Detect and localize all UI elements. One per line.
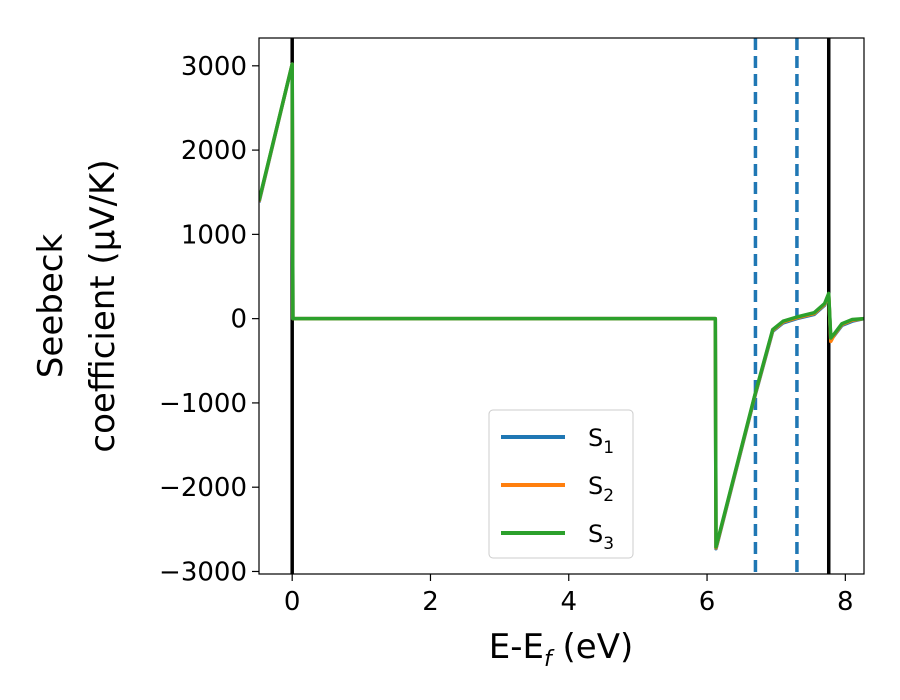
- y-tick-label: −2000: [159, 473, 247, 503]
- y-tick-label: −3000: [159, 557, 247, 587]
- x-axis-label-unit: (eV): [552, 627, 634, 667]
- legend-label-S3: S3: [588, 520, 614, 554]
- x-axis-label-main: E-E: [489, 627, 544, 667]
- x-axis-label-sub: f: [544, 647, 555, 672]
- x-tick-label: 6: [699, 587, 716, 617]
- y-tick-label: 3000: [181, 52, 247, 82]
- x-tick-label: 8: [837, 587, 854, 617]
- plot-frame: [258, 37, 865, 575]
- y-axis-label-line2: coefficient (μV/K): [83, 159, 123, 452]
- y-tick-label: 2000: [181, 136, 247, 166]
- y-tick-label: 0: [230, 305, 247, 335]
- y-axis-ticks: −3000 −2000 −1000 0 1000 2000 3000: [159, 52, 259, 587]
- y-axis-label-line1: Seebeck: [31, 234, 71, 379]
- series-line-S3: [259, 62, 864, 549]
- x-axis-ticks: 0 2 4 6 8: [284, 574, 854, 617]
- legend-label-S2: S2: [588, 472, 614, 506]
- x-tick-label: 2: [422, 587, 439, 617]
- x-tick-label: 4: [560, 587, 577, 617]
- legend-label-S1: S1: [588, 424, 614, 458]
- data-series: [259, 62, 864, 551]
- y-axis-label: Seebeck coefficient (μV/K): [31, 159, 123, 452]
- y-tick-label: 1000: [181, 220, 247, 250]
- x-axis-label: E-Ef (eV): [489, 627, 634, 672]
- legend: S1 S2 S3: [488, 409, 634, 559]
- y-tick-label: −1000: [159, 389, 247, 419]
- x-tick-label: 0: [284, 587, 301, 617]
